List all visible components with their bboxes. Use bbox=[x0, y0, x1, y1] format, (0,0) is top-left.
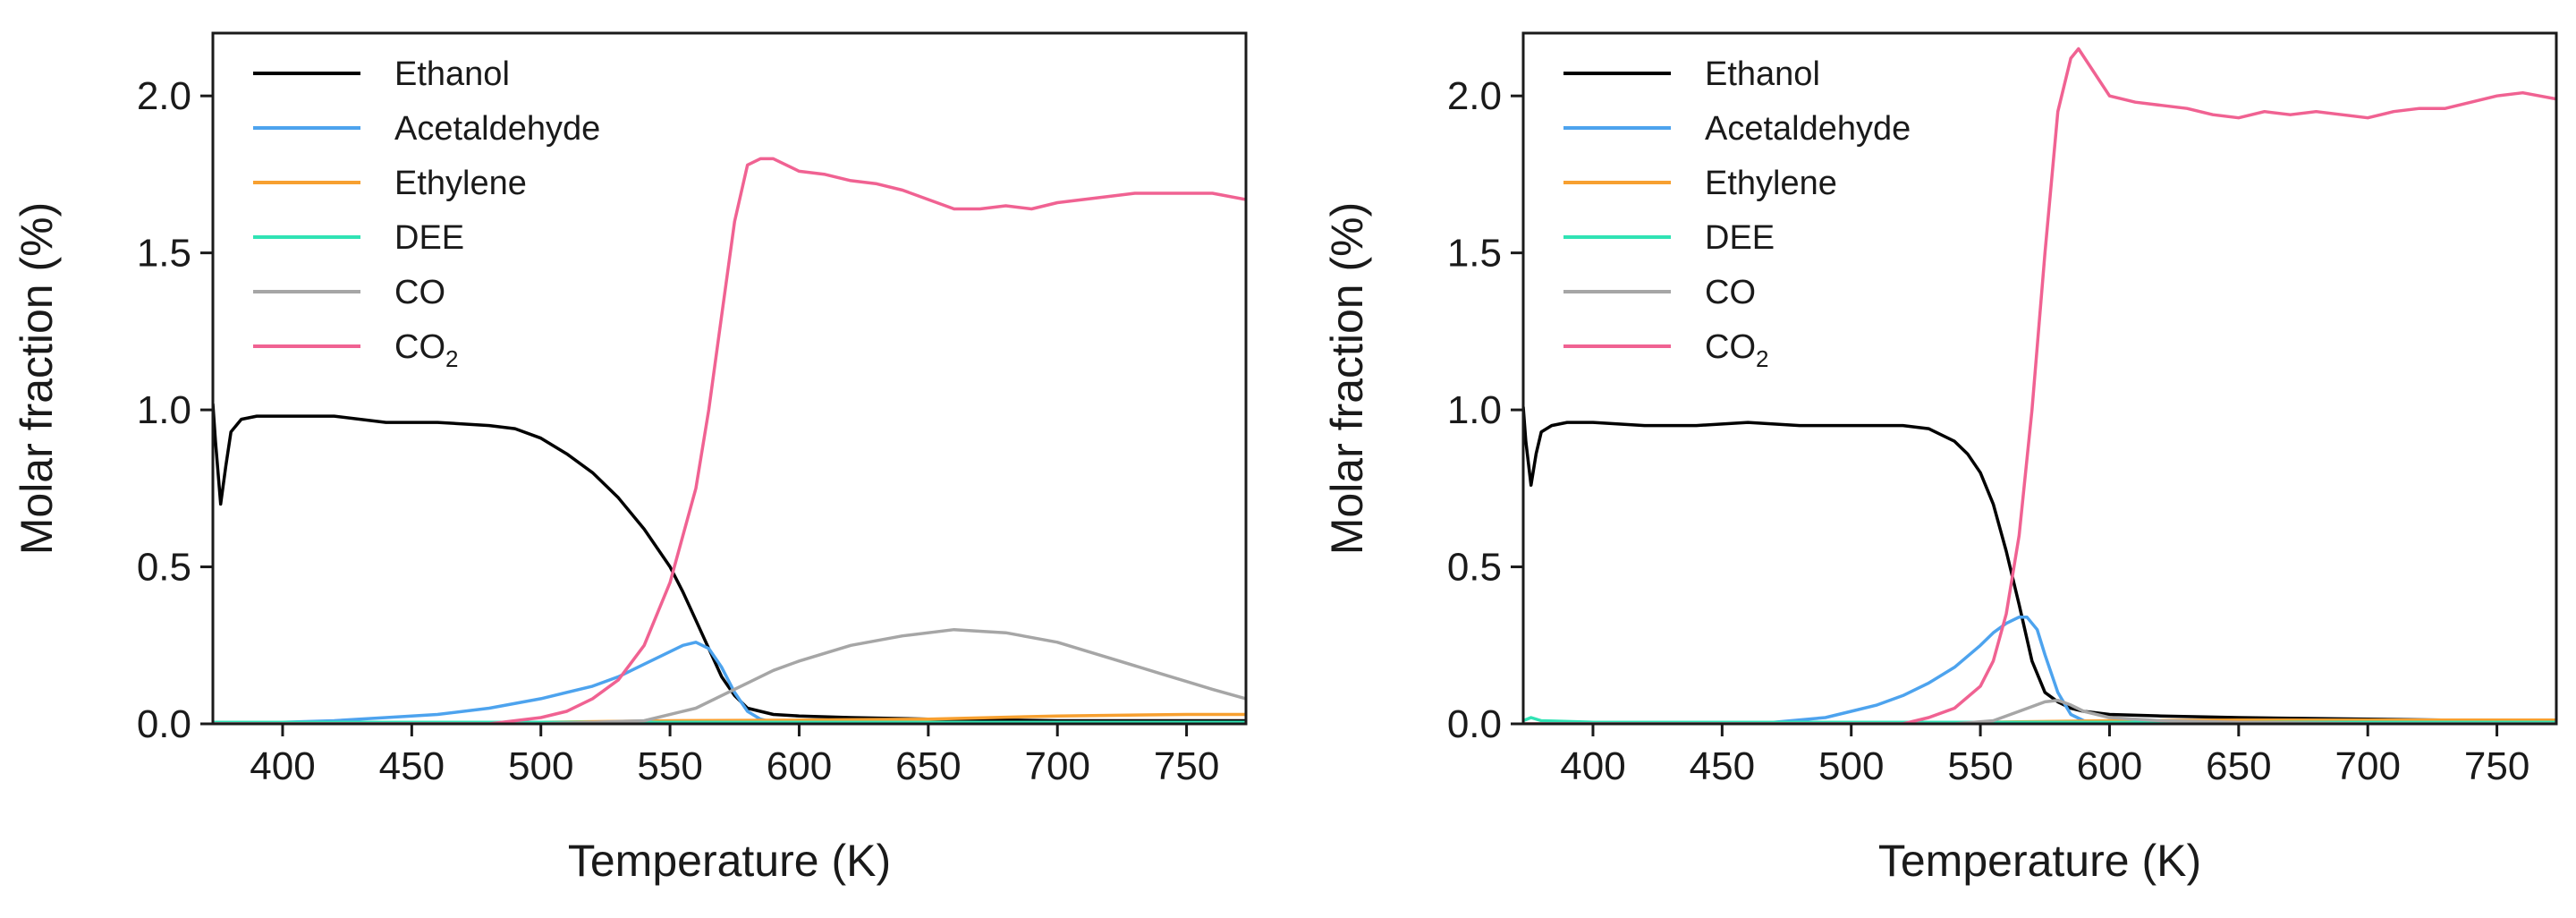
y-tick-label: 0.0 bbox=[1447, 702, 1502, 746]
legend-item-ethanol: Ethanol bbox=[1563, 55, 1820, 93]
legend-item-dee: DEE bbox=[253, 219, 464, 257]
x-tick-label: 650 bbox=[2206, 744, 2271, 788]
legend-item-co2: CO2 bbox=[1563, 328, 1768, 372]
legend-item-dee: DEE bbox=[1563, 219, 1775, 257]
legend-item-ethylene: Ethylene bbox=[253, 165, 527, 202]
y-axis-title: Molar fraction (%) bbox=[12, 202, 62, 556]
legend-label: CO bbox=[1705, 274, 1756, 311]
legend-item-acetaldehyde: Acetaldehyde bbox=[1563, 110, 1911, 148]
legend-label: Acetaldehyde bbox=[1705, 110, 1911, 148]
x-tick-label: 500 bbox=[508, 744, 573, 788]
chart-right: 400 450 500 550 600 650 700 750 0.0 0.5 1.0 1.5 2.0 T… bbox=[1322, 31, 2558, 886]
legend-item-acetaldehyde: Acetaldehyde bbox=[253, 110, 600, 148]
y-tick-label: 0.0 bbox=[137, 702, 191, 746]
y-tick-label: 1.0 bbox=[137, 388, 191, 432]
x-tick-label: 750 bbox=[2464, 744, 2529, 788]
y-axis-title: Molar fraction (%) bbox=[1322, 202, 1372, 556]
x-tick-label: 500 bbox=[1818, 744, 1884, 788]
x-axis-title: Temperature (K) bbox=[1878, 836, 2201, 886]
y-tick-label: 1.5 bbox=[1447, 232, 1502, 276]
x-tick-label: 700 bbox=[1025, 744, 1090, 788]
y-tick-label: 0.5 bbox=[137, 546, 191, 590]
legend-label: Ethylene bbox=[394, 165, 527, 202]
legend-label: Ethanol bbox=[1705, 55, 1820, 93]
x-tick-label: 400 bbox=[1560, 744, 1625, 788]
series-group bbox=[1523, 47, 2556, 724]
x-tick-label: 600 bbox=[767, 744, 832, 788]
legend-label: CO2 bbox=[394, 328, 458, 372]
series-line-co2 bbox=[1523, 47, 2556, 724]
x-tick-label: 450 bbox=[379, 744, 445, 788]
legend-label: Ethanol bbox=[394, 55, 510, 93]
y-tick-label: 1.5 bbox=[137, 232, 191, 276]
legend-label: CO bbox=[394, 274, 445, 311]
plot-frame bbox=[1521, 31, 2558, 726]
x-tick-label: 650 bbox=[895, 744, 961, 788]
y-tick-label: 0.5 bbox=[1447, 546, 1502, 590]
y-tick-label: 2.0 bbox=[137, 74, 191, 118]
chart-left: 400 450 500 550 600 650 700 750 0.0 0.5 1.0 1.5 2.0 T… bbox=[12, 31, 1248, 886]
legend: Ethanol Acetaldehyde Ethylene DEE CO CO2 bbox=[1563, 55, 1911, 372]
y-tick-label: 1.0 bbox=[1447, 388, 1502, 432]
series-group bbox=[213, 157, 1246, 724]
series-line-co2 bbox=[213, 157, 1246, 724]
x-tick-label: 450 bbox=[1690, 744, 1755, 788]
x-tick-label: 400 bbox=[250, 744, 315, 788]
legend-label: Acetaldehyde bbox=[394, 110, 600, 148]
series-line-ethanol bbox=[1523, 406, 2556, 723]
legend-label: Ethylene bbox=[1705, 165, 1837, 202]
series-line-acetaldehyde bbox=[1523, 615, 2556, 724]
legend-item-ethanol: Ethanol bbox=[253, 55, 510, 93]
legend-item-co: CO bbox=[1563, 274, 1756, 311]
series-line-co bbox=[1523, 698, 2556, 724]
series-line-acetaldehyde bbox=[213, 641, 1246, 724]
x-tick-label: 600 bbox=[2077, 744, 2142, 788]
legend-label: CO2 bbox=[1705, 328, 1768, 372]
x-tick-label: 550 bbox=[1947, 744, 2012, 788]
x-tick-label: 750 bbox=[1154, 744, 1219, 788]
legend-item-ethylene: Ethylene bbox=[1563, 165, 1837, 202]
series-line-co bbox=[213, 627, 1246, 724]
legend: Ethanol Acetaldehyde Ethylene DEE CO CO2 bbox=[253, 55, 600, 372]
legend-label: DEE bbox=[1705, 219, 1775, 257]
x-tick-label: 700 bbox=[2335, 744, 2401, 788]
plot-frame bbox=[211, 31, 1248, 726]
series-line-ethanol bbox=[213, 403, 1246, 723]
y-tick-label: 2.0 bbox=[1447, 74, 1502, 118]
legend-item-co2: CO2 bbox=[253, 328, 458, 372]
x-axis-title: Temperature (K) bbox=[568, 836, 891, 886]
x-tick-label: 550 bbox=[637, 744, 702, 788]
legend-item-co: CO bbox=[253, 274, 445, 311]
legend-label: DEE bbox=[394, 219, 464, 257]
